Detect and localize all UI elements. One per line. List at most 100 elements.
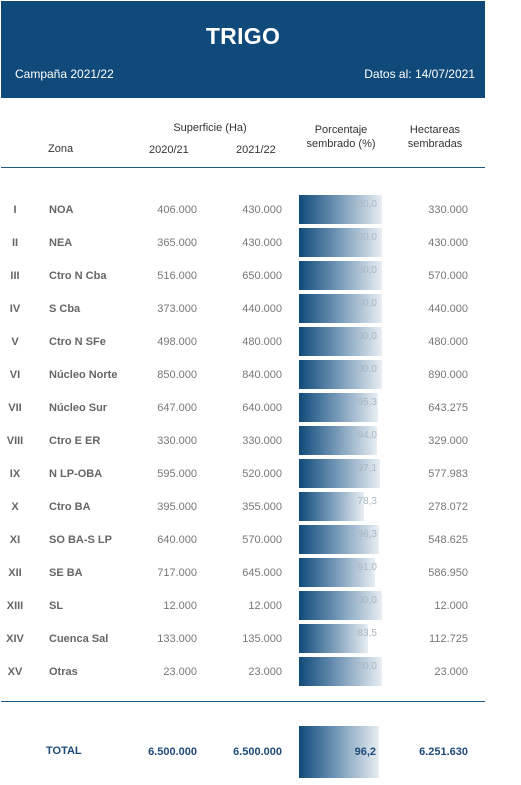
area-2021-22: 430.000 [242, 237, 282, 249]
zone-number: IX [9, 468, 21, 480]
table-row: IV S Cba 373.000 440.000 100,0 440.000 [0, 292, 485, 325]
percent-bar-box: 100,0 [299, 591, 382, 620]
area-2021-22: 570.000 [242, 534, 282, 546]
zone-number: III [10, 270, 20, 282]
header-hectareas: Hectareas sembradas [396, 123, 474, 151]
total-area-2020-21: 6.500.000 [148, 746, 197, 758]
percent-bar-box: 78,3 [299, 492, 382, 521]
percent-bar [299, 558, 375, 587]
area-2020-21: 330.000 [157, 435, 197, 447]
area-2020-21: 365.000 [157, 237, 197, 249]
zone-name: N LP-OBA [49, 468, 103, 480]
zone-name: NOA [49, 204, 74, 216]
percent-bar [299, 228, 382, 257]
zone-number: XII [8, 567, 22, 579]
percent-bar-box: 100,0 [299, 261, 382, 290]
percent-bar-box: 91,0 [299, 558, 382, 587]
zone-name: SO BA-S LP [49, 534, 112, 546]
zone-number: VII [8, 402, 22, 414]
total-percent-bar [299, 726, 379, 778]
percent-label: 100,0 [351, 199, 377, 210]
percent-label: 95,3 [357, 397, 377, 408]
hectares-sown: 586.950 [428, 567, 468, 579]
percent-label: 100,0 [351, 661, 377, 672]
percent-bar [299, 657, 382, 686]
area-2021-22: 840.000 [242, 369, 282, 381]
zone-number: V [11, 336, 19, 348]
zone-name: Núcleo Sur [49, 402, 108, 414]
hectares-sown: 112.725 [429, 633, 468, 645]
data-date-label: Datos al: 14/07/2021 [364, 67, 475, 81]
hectares-sown: 643.275 [428, 402, 468, 414]
percent-bar-box: 100,0 [299, 657, 382, 686]
header-porcentaje-line1: Porcentaje [314, 124, 368, 136]
zone-number: VI [9, 369, 21, 381]
total-area-2021-22: 6.500.000 [233, 746, 282, 758]
zone-name: Ctro BA [49, 501, 91, 513]
zone-name: Cuenca Sal [49, 633, 109, 645]
area-2020-21: 516.000 [157, 270, 197, 282]
hectares-sown: 570.000 [428, 270, 468, 282]
table-row: V Ctro N SFe 498.000 480.000 100,0 480.000 [0, 325, 485, 358]
percent-bar-box: 100,0 [299, 294, 382, 323]
area-2021-22: 12.000 [248, 600, 282, 612]
hectares-sown: 330.000 [428, 204, 468, 216]
hectares-sown: 440.000 [428, 303, 468, 315]
percent-bar [299, 195, 382, 224]
area-2021-22: 430.000 [242, 204, 282, 216]
percent-bar [299, 525, 379, 554]
percent-bar [299, 393, 379, 422]
percent-label: 100,0 [351, 364, 377, 375]
zone-name: S Cba [49, 303, 81, 315]
zone-number: XV [7, 666, 23, 678]
page-title: TRIGO [205, 23, 281, 49]
area-2020-21: 717.000 [157, 567, 197, 579]
table-row: XII SE BA 717.000 645.000 91,0 586.950 [0, 556, 485, 589]
table-row: III Ctro N Cba 516.000 650.000 100,0 570.000 [0, 259, 485, 292]
total-row: TOTAL 6.500.000 6.500.000 96,2 6.251.630 [0, 726, 485, 778]
total-label: TOTAL [46, 745, 82, 757]
area-2021-22: 480.000 [242, 336, 282, 348]
percent-bar-box: 94,0 [299, 426, 382, 455]
percent-label: 94,0 [357, 430, 377, 441]
zone-name: SL [49, 600, 64, 612]
title-banner: TRIGO Campaña 2021/22 Datos al: 14/07/20… [1, 1, 485, 98]
hectares-sown: 577.983 [428, 468, 468, 480]
area-2021-22: 135.000 [242, 633, 282, 645]
area-2021-22: 650.000 [242, 270, 282, 282]
percent-label: 100,0 [351, 298, 377, 309]
zone-name: Otras [49, 666, 78, 678]
header-hectareas-line1: Hectareas [409, 124, 461, 136]
total-percent-bar-box: 96,2 [299, 726, 382, 778]
total-hectares-sown: 6.251.630 [419, 746, 468, 758]
area-2020-21: 23.000 [163, 666, 197, 678]
table-row: X Ctro BA 395.000 355.000 78,3 278.072 [0, 490, 485, 523]
zone-name: Ctro N Cba [49, 270, 107, 282]
hectares-sown: 890.000 [428, 369, 468, 381]
header-hectareas-line2: sembradas [407, 138, 463, 150]
area-2021-22: 640.000 [242, 402, 282, 414]
percent-label: 100,0 [351, 595, 377, 606]
table-row: II NEA 365.000 430.000 100,0 430.000 [0, 226, 485, 259]
area-2021-22: 23.000 [248, 666, 282, 678]
header-year-2021-22: 2021/22 [236, 144, 276, 156]
table-row: VIII Ctro E ER 330.000 330.000 94,0 329.000 [0, 424, 485, 457]
area-2021-22: 330.000 [242, 435, 282, 447]
area-2021-22: 355.000 [242, 501, 282, 513]
percent-bar [299, 624, 369, 653]
header-year-2020-21: 2020/21 [149, 144, 189, 156]
percent-bar [299, 459, 380, 488]
percent-bar-box: 100,0 [299, 327, 382, 356]
hectares-sown: 12.000 [434, 600, 468, 612]
total-divider [1, 701, 485, 702]
hectares-sown: 329.000 [428, 435, 468, 447]
zone-number: XIV [6, 633, 24, 645]
area-2020-21: 373.000 [157, 303, 197, 315]
percent-label: 78,3 [357, 496, 377, 507]
area-2020-21: 406.000 [157, 204, 197, 216]
table-row: IX N LP-OBA 595.000 520.000 97,1 577.983 [0, 457, 485, 490]
percent-bar-box: 97,1 [299, 459, 382, 488]
header-superficie: Superficie (Ha) [173, 122, 247, 134]
area-2020-21: 647.000 [157, 402, 197, 414]
zone-name: SE BA [49, 567, 83, 579]
